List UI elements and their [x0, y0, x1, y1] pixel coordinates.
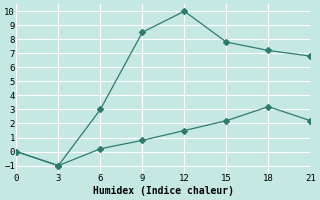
X-axis label: Humidex (Indice chaleur): Humidex (Indice chaleur) [93, 186, 234, 196]
